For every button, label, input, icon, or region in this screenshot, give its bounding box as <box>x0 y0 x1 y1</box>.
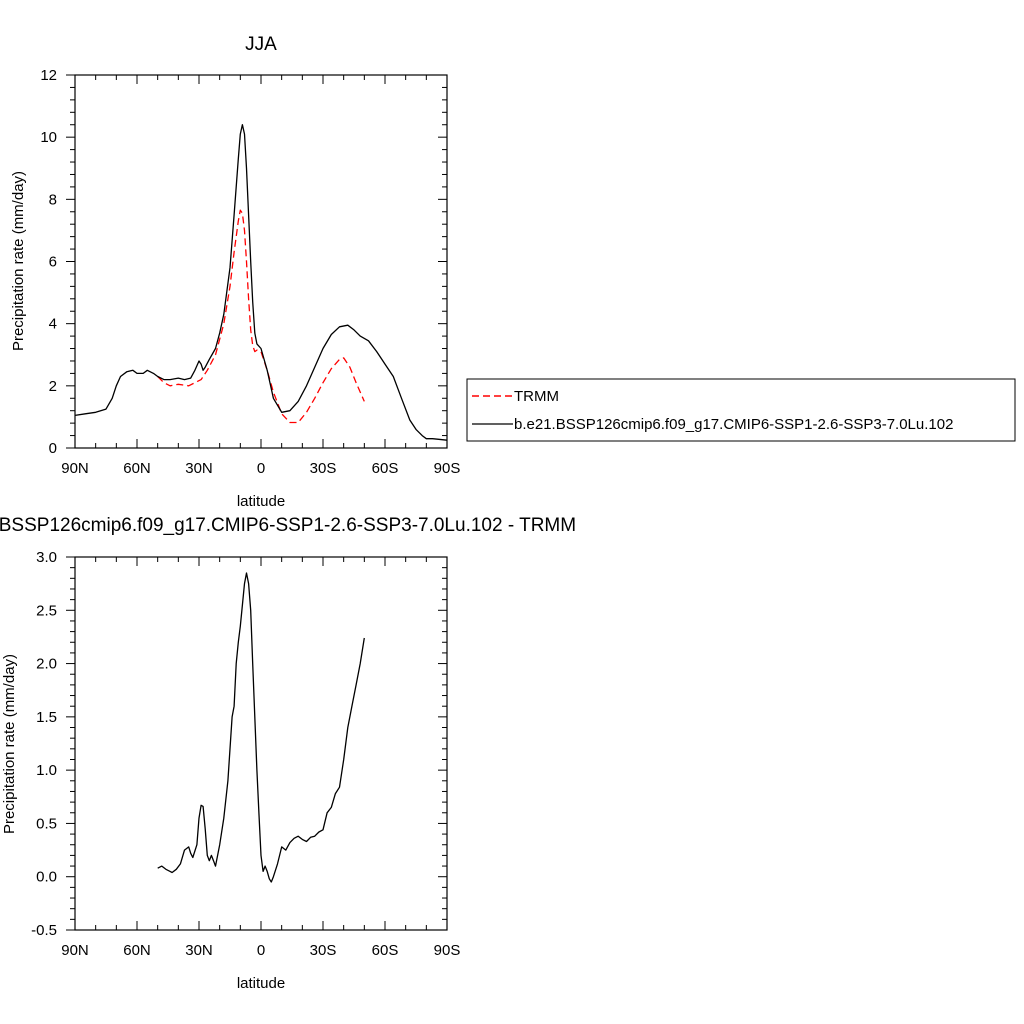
bottom-x-tick-label: 60S <box>372 942 399 959</box>
bottom-y-tick-label: 1.0 <box>36 762 57 779</box>
top-ticks <box>66 74 448 449</box>
top-y-tick-label: 10 <box>40 129 57 146</box>
bottom-y-tick-label: 3.0 <box>36 549 57 566</box>
top-x-tick-label: 60N <box>123 460 151 477</box>
top-y-axis-label: Precipitation rate (mm/day) <box>10 171 27 351</box>
bottom-y-tick-label: 2.5 <box>36 602 57 619</box>
bottom-x-tick-label: 30N <box>185 942 213 959</box>
bottom-series-line-model <box>157 572 365 883</box>
bottom-x-axis-label: latitude <box>237 975 285 992</box>
legend-trmm-label: TRMM <box>514 388 559 405</box>
top-x-tick-label: 30N <box>185 460 213 477</box>
bottom-series-group <box>157 572 365 883</box>
bottom-y-tick-label: 0.0 <box>36 869 57 886</box>
bottom-y-tick-label: 0.5 <box>36 815 57 832</box>
bottom-x-tick-label: 30S <box>310 942 337 959</box>
bottom-y-axis-label: Precipitation rate (mm/day) <box>1 654 18 834</box>
bottom-x-tick-label: 90N <box>61 942 89 959</box>
top-y-tick-label: 6 <box>49 254 57 271</box>
top-series-line-trmm <box>157 209 365 424</box>
top-x-tick-label: 90N <box>61 460 89 477</box>
top-y-tick-label: 2 <box>49 378 57 395</box>
top-x-tick-label: 30S <box>310 460 337 477</box>
legend: TRMM b.e21.BSSP126cmip6.f09_g17.CMIP6-SS… <box>466 378 1016 442</box>
top-panel: JJA 90N 60N 30N 0 30S 60S 90S 0 2 4 6 8 10 12 Precipi… <box>10 34 460 510</box>
top-y-tick-label: 8 <box>49 191 57 208</box>
top-y-tick-label: 12 <box>40 67 57 84</box>
bottom-plot-frame <box>74 556 448 931</box>
top-x-axis-label: latitude <box>237 493 285 510</box>
bottom-tick-labels: 90N 60N 30N 0 30S 60S 90S -0.5 0.0 0.5 1.0 1.5 2.0 2.… <box>31 549 460 959</box>
top-tick-labels: 90N 60N 30N 0 30S 60S 90S 0 2 4 6 8 10 12 <box>40 67 460 477</box>
bottom-y-tick-label: 1.5 <box>36 709 57 726</box>
top-series-group <box>74 124 448 441</box>
top-series-line-model <box>74 124 448 441</box>
top-plot-frame <box>74 74 448 449</box>
top-chart-title: JJA <box>245 34 277 55</box>
bottom-panel: b.e21.BSSP126cmip6.f09_g17.CMIP6-SSP1-2.… <box>0 515 576 992</box>
legend-box <box>466 378 1016 442</box>
top-y-tick-label: 0 <box>49 440 57 457</box>
legend-model-label: b.e21.BSSP126cmip6.f09_g17.CMIP6-SSP1-2.… <box>514 416 953 433</box>
bottom-chart-title: b.e21.BSSP126cmip6.f09_g17.CMIP6-SSP1-2.… <box>0 515 576 536</box>
top-x-tick-label: 60S <box>372 460 399 477</box>
top-y-tick-label: 4 <box>49 316 57 333</box>
bottom-x-tick-label: 0 <box>257 942 265 959</box>
top-x-tick-label: 90S <box>434 460 461 477</box>
bottom-y-tick-label: 2.0 <box>36 656 57 673</box>
bottom-x-tick-label: 60N <box>123 942 151 959</box>
bottom-y-tick-label: -0.5 <box>31 922 57 939</box>
bottom-x-tick-label: 90S <box>434 942 461 959</box>
top-x-tick-label: 0 <box>257 460 265 477</box>
